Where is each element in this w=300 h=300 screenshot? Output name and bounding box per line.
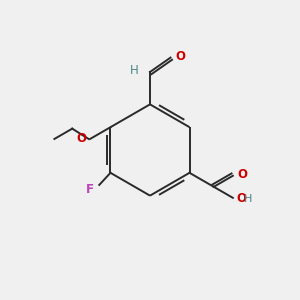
Text: H: H xyxy=(244,194,252,204)
Text: O: O xyxy=(237,192,247,205)
Text: O: O xyxy=(76,133,86,146)
Text: O: O xyxy=(176,50,186,63)
Text: H: H xyxy=(130,64,138,77)
Text: F: F xyxy=(85,183,93,196)
Text: O: O xyxy=(237,168,247,182)
